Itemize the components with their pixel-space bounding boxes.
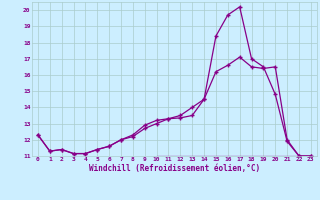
X-axis label: Windchill (Refroidissement éolien,°C): Windchill (Refroidissement éolien,°C)	[89, 164, 260, 173]
